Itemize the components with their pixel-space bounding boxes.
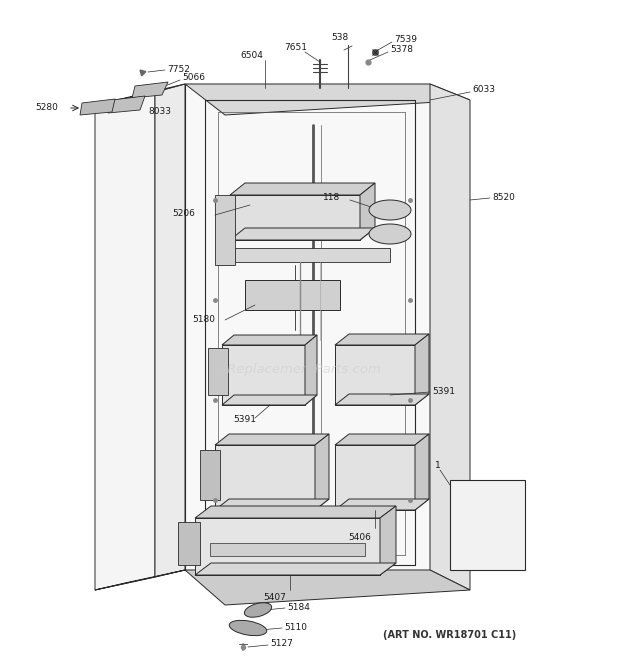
Ellipse shape	[229, 621, 267, 636]
Polygon shape	[215, 445, 315, 510]
Text: 5391: 5391	[432, 387, 455, 397]
Text: 5110: 5110	[284, 623, 307, 631]
Text: 5391: 5391	[234, 416, 257, 424]
FancyBboxPatch shape	[450, 480, 525, 570]
Polygon shape	[108, 96, 145, 113]
Text: (ART NO. WR18701 C11): (ART NO. WR18701 C11)	[383, 630, 516, 640]
Text: 5066: 5066	[182, 73, 205, 83]
Polygon shape	[178, 522, 200, 565]
Polygon shape	[200, 450, 220, 500]
Text: 6504: 6504	[241, 50, 264, 59]
Polygon shape	[215, 195, 235, 265]
Polygon shape	[185, 84, 430, 570]
Text: 7539: 7539	[394, 36, 417, 44]
Polygon shape	[95, 92, 155, 590]
Polygon shape	[215, 434, 329, 445]
Polygon shape	[230, 248, 390, 262]
Ellipse shape	[369, 200, 411, 220]
Polygon shape	[95, 84, 185, 105]
Polygon shape	[185, 570, 470, 605]
Polygon shape	[185, 84, 470, 115]
Polygon shape	[222, 395, 317, 405]
Polygon shape	[195, 563, 396, 575]
Text: eReplacementParts.com: eReplacementParts.com	[219, 364, 381, 377]
Text: 538: 538	[331, 34, 348, 42]
Polygon shape	[222, 335, 317, 345]
Polygon shape	[245, 280, 340, 310]
Text: 5184: 5184	[287, 602, 310, 611]
Polygon shape	[230, 228, 375, 240]
Polygon shape	[195, 506, 396, 518]
Text: 5406: 5406	[348, 533, 371, 543]
Polygon shape	[208, 348, 228, 395]
Ellipse shape	[244, 603, 272, 617]
Text: 5407: 5407	[264, 594, 286, 602]
Polygon shape	[335, 334, 429, 345]
Polygon shape	[230, 195, 360, 240]
Polygon shape	[315, 434, 329, 510]
Polygon shape	[80, 99, 115, 115]
Text: 5206: 5206	[172, 208, 195, 217]
Polygon shape	[215, 499, 329, 510]
Polygon shape	[222, 345, 305, 405]
Polygon shape	[195, 518, 380, 575]
Polygon shape	[335, 499, 429, 510]
Text: 8520: 8520	[492, 194, 515, 202]
Text: 6033: 6033	[472, 85, 495, 95]
Polygon shape	[230, 183, 375, 195]
Text: 7651: 7651	[285, 44, 308, 52]
Polygon shape	[430, 84, 470, 590]
Polygon shape	[380, 506, 396, 575]
Polygon shape	[210, 543, 365, 556]
Polygon shape	[305, 335, 317, 405]
Text: 5280: 5280	[35, 104, 58, 112]
Text: 1: 1	[435, 461, 441, 471]
Polygon shape	[360, 183, 375, 240]
Polygon shape	[155, 84, 185, 577]
Text: 118: 118	[323, 192, 340, 202]
Polygon shape	[132, 82, 168, 98]
Polygon shape	[95, 570, 185, 590]
Polygon shape	[335, 445, 415, 510]
Polygon shape	[415, 434, 429, 510]
Text: 8033: 8033	[148, 108, 171, 116]
Text: 5127: 5127	[270, 639, 293, 648]
Text: 7752: 7752	[167, 65, 190, 73]
Polygon shape	[335, 434, 429, 445]
Text: 5378: 5378	[390, 46, 413, 54]
Polygon shape	[335, 345, 415, 405]
Ellipse shape	[369, 224, 411, 244]
Polygon shape	[335, 394, 429, 405]
Polygon shape	[415, 334, 429, 405]
Text: 5180: 5180	[192, 315, 215, 325]
